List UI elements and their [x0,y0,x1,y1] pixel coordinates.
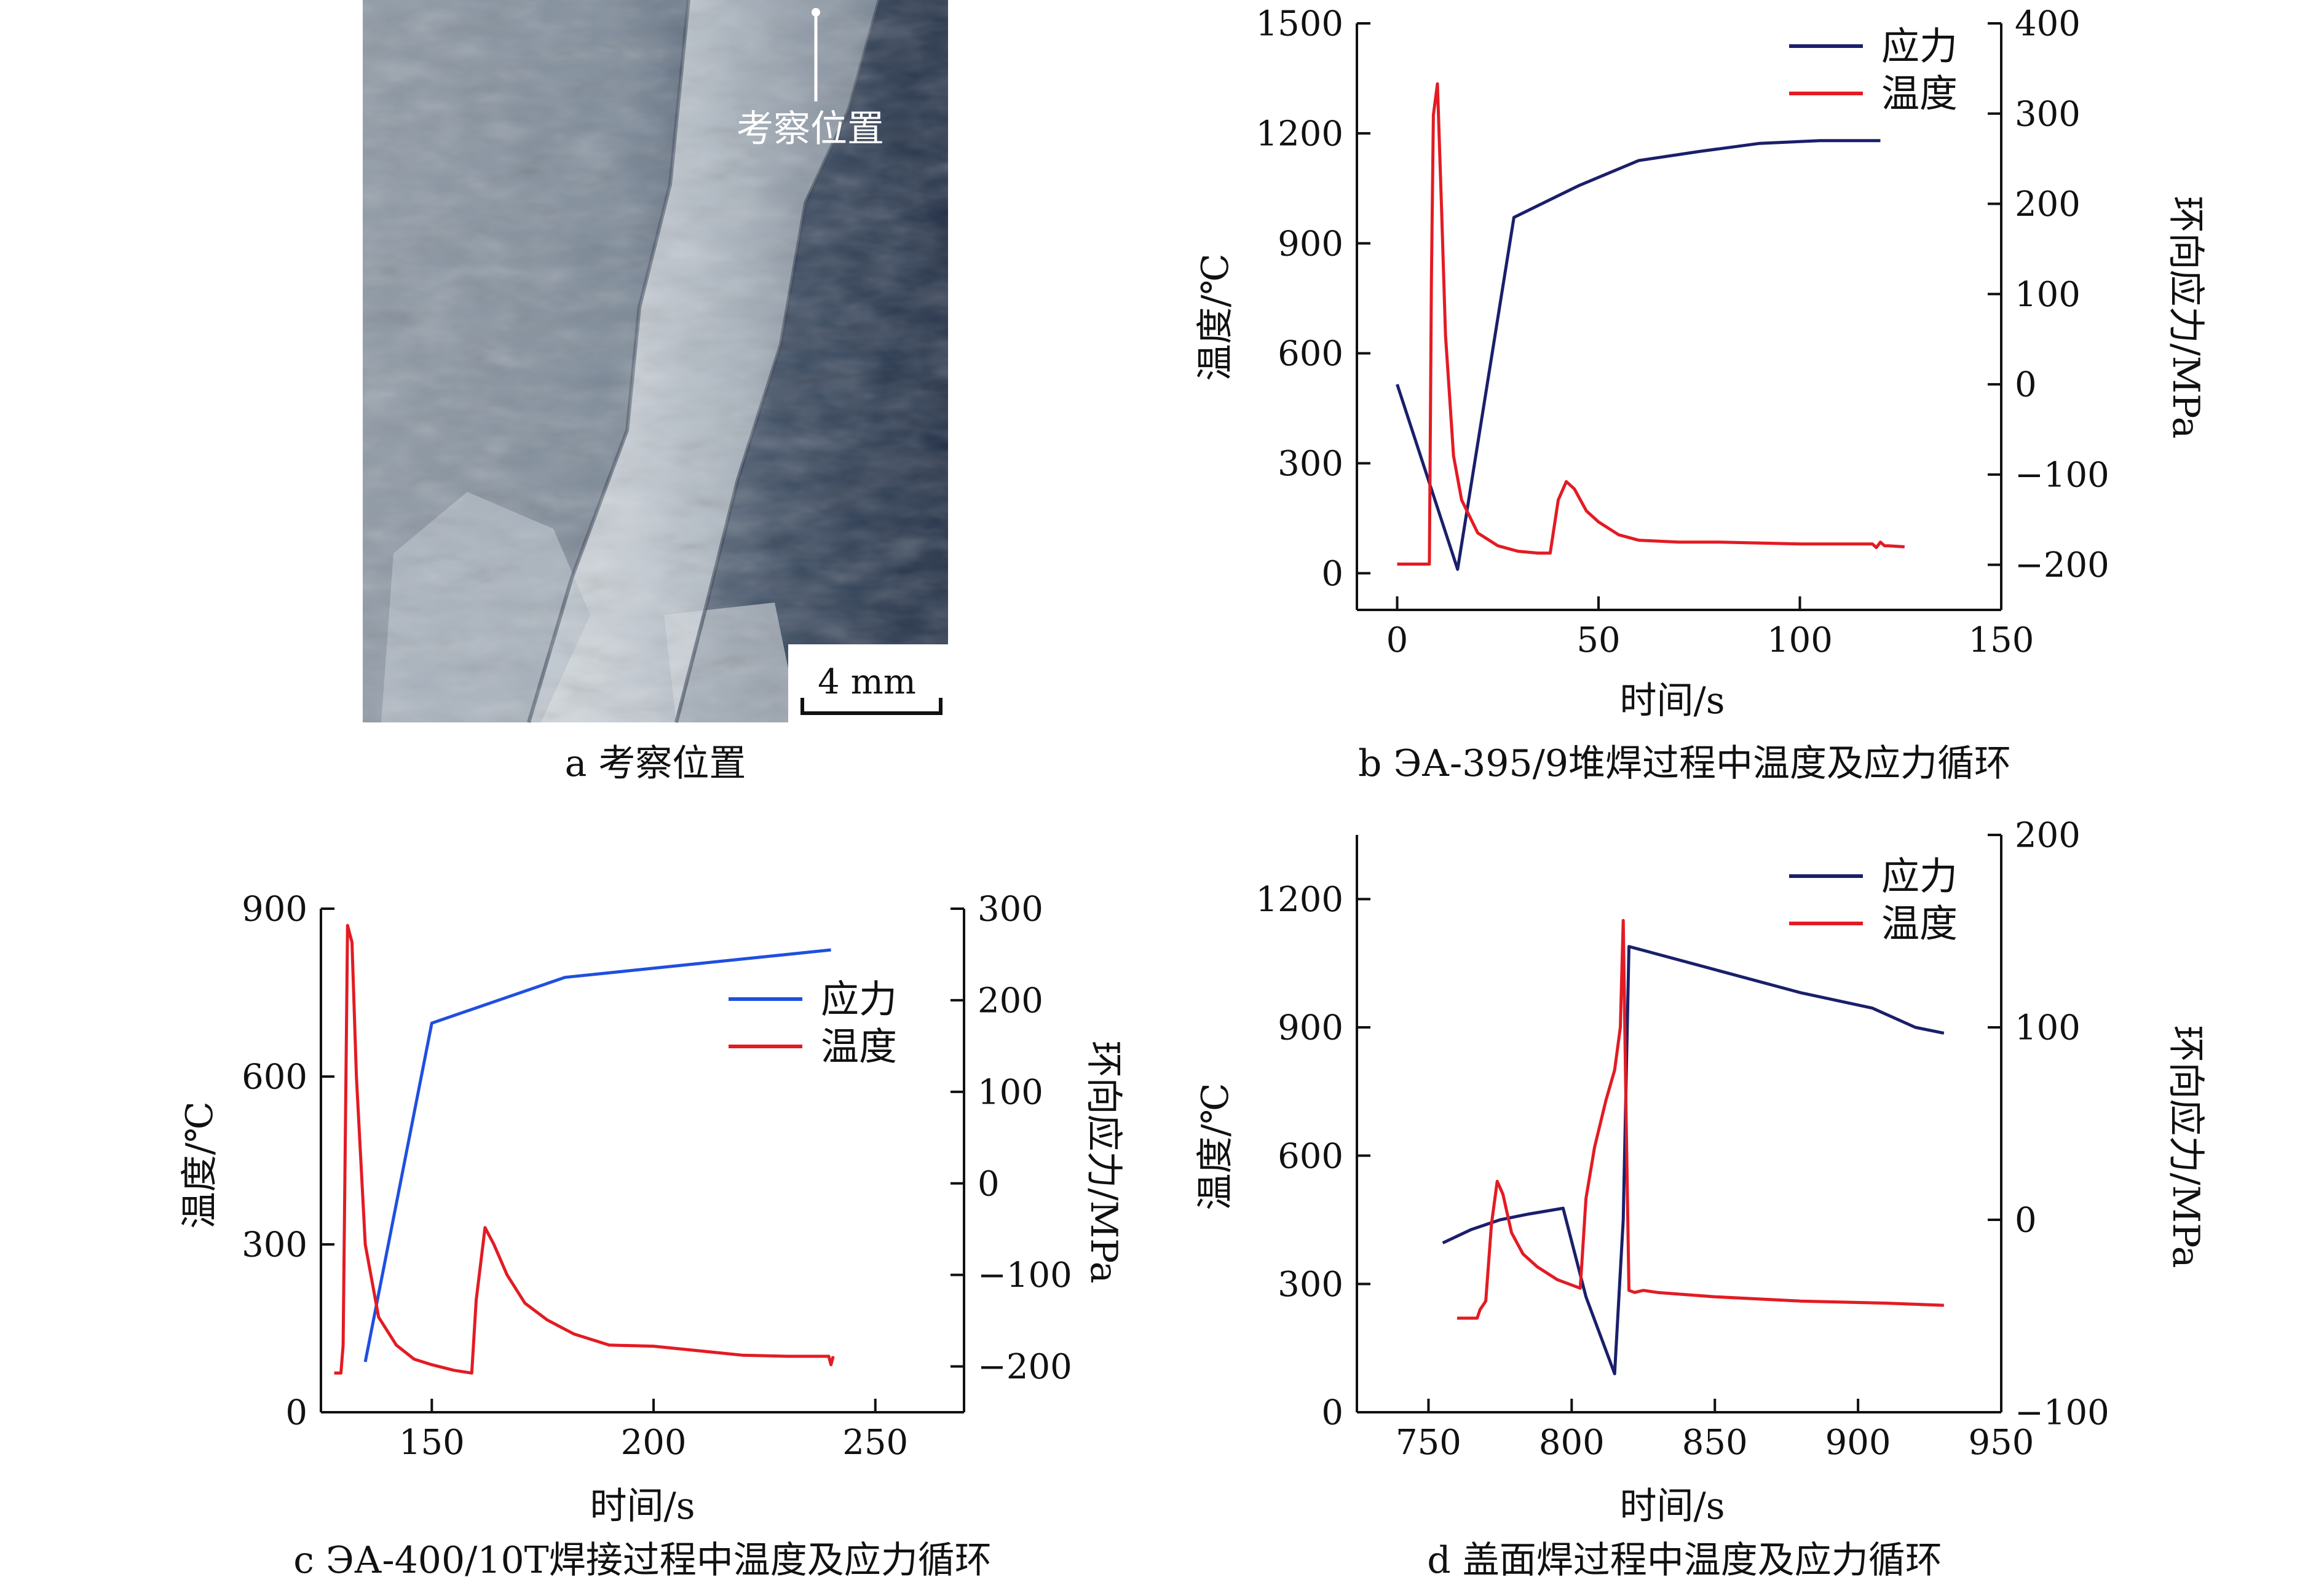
chart-b-ylabel-right: 环向应力/MPa [2164,196,2207,438]
chart-c: 150 200 250 0 300 600 900 −200 −100 0 100 200 300 应力… [178,890,1125,1582]
chart-c-y-right-tick-label: −100 [978,1255,1072,1295]
chart-b-x-tick-label: 50 [1576,620,1620,660]
chart-b-y-left-tick-label: 600 [1278,334,1343,374]
chart-c-y-left-tick-label: 0 [285,1393,307,1433]
chart-b-y-left-tick-label: 900 [1278,224,1343,264]
chart-c-y-right-tick-label: 200 [978,981,1043,1021]
chart-d: 750 800 850 900 950 0 300 600 900 1200 −100 0 100 200… [1194,816,2207,1582]
chart-d-y-left-tick-label: 900 [1278,1008,1343,1048]
chart-b-series-stress-line [1396,139,1881,571]
chart-d-y-left-tick-label: 600 [1278,1136,1343,1176]
chart-b-xlabel: 时间/s [1619,679,1725,722]
chart-d-x-tick-label: 850 [1682,1423,1748,1463]
scale-bar [800,698,943,715]
chart-b-x-tick-label: 100 [1767,620,1833,660]
chart-d-y-left-tick-label: 1200 [1255,880,1343,920]
chart-c-x-tick-label: 200 [621,1423,687,1463]
chart-d-x-tick-label: 950 [1969,1423,2034,1463]
chart-d-ylabel-right: 环向应力/MPa [2164,1025,2207,1268]
location-label: 考察位置 [737,108,884,151]
chart-b-y-right-tick-label: 300 [2015,94,2081,134]
chart-d-ylabel-left: 温度/℃ [1194,1083,1237,1210]
chart-c-x-tick-label: 150 [399,1423,465,1463]
chart-b-legend-label: 温度 [1881,71,1958,116]
chart-d-caption: d 盖面焊过程中温度及应力循环 [1427,1539,1942,1582]
chart-d-legend-label: 温度 [1881,901,1958,946]
chart-d-y-left-tick-label: 0 [1321,1393,1343,1433]
chart-c-x-tick-label: 250 [842,1423,908,1463]
chart-d-x-tick-label: 900 [1825,1423,1891,1463]
chart-b-y-left-tick-label: 1500 [1255,4,1343,44]
chart-d-series-stress-line [1442,945,1945,1375]
chart-d-x-tick-label: 800 [1539,1423,1605,1463]
chart-c-y-right-tick-label: 300 [978,890,1043,930]
chart-c-series-stress-line [363,948,831,1362]
chart-b-y-right-tick-label: 400 [2015,4,2081,44]
chart-c-axes: 150 200 250 0 300 600 900 −200 −100 0 100 200 300 [242,890,1072,1463]
chart-b-series-temperature-line [1397,82,1905,566]
chart-c-marks [334,923,835,1375]
chart-d-xlabel: 时间/s [1619,1485,1725,1528]
chart-d-y-right-tick-label: 200 [2015,816,2081,856]
chart-d-axes: 750 800 850 900 950 0 300 600 900 1200 −100 0 100 200 [1255,816,2109,1463]
chart-c-ylabel-left: 温度/℃ [178,1101,221,1228]
chart-d-y-left-tick-label: 300 [1278,1265,1343,1305]
chart-b: 0 50 100 150030060090012001500−200−10001002… [1194,4,2207,785]
chart-c-y-right-tick-label: 100 [978,1072,1043,1112]
chart-c-caption: c ЭА-400/10T焊接过程中温度及应力循环 [293,1539,991,1582]
chart-c-ylabel-right: 环向应力/MPa [1082,1040,1125,1283]
chart-b-y-left-tick-label: 300 [1278,444,1343,484]
chart-b-y-left-tick-label: 1200 [1255,114,1343,154]
chart-b-y-right-tick-label: 0 [2015,365,2037,405]
chart-b-y-right-tick-label: 200 [2015,184,2081,224]
chart-c-y-left-tick-label: 900 [242,890,307,930]
chart-c-legend-label: 应力 [821,976,897,1021]
chart-c-y-left-tick-label: 600 [242,1057,307,1097]
chart-b-ylabel-left: 温度/℃ [1194,253,1237,381]
chart-b-legend-label: 应力 [1881,23,1958,68]
chart-c-y-right-tick-label: −200 [978,1347,1072,1387]
chart-b-y-left-tick-label: 0 [1321,554,1343,594]
chart-b-x-tick-label: 150 [1969,620,2034,660]
chart-b-caption: b ЭА-395/9堆焊过程中温度及应力循环 [1358,742,2011,785]
chart-d-y-right-tick-label: 100 [2015,1008,2081,1048]
chart-b-x-tick-label: 0 [1386,620,1409,660]
chart-d-legend-label: 应力 [1881,853,1958,898]
chart-b-y-right-tick-label: −200 [2015,545,2109,585]
scale-bar-label: 4 mm [818,662,916,702]
chart-b-y-right-tick-label: 100 [2015,275,2081,315]
chart-c-legend-label: 温度 [821,1024,897,1069]
chart-d-x-tick-label: 750 [1396,1423,1461,1463]
chart-b-marks [1396,82,1905,571]
panel-a: 考察位置 4 mm a 考察位置 [363,0,948,785]
chart-d-marks [1442,919,1945,1375]
chart-b-axes: 0 50 100 150030060090012001500−200−10001002… [1255,4,2109,660]
chart-c-y-right-tick-label: 0 [978,1164,1000,1204]
micrograph-image [363,0,948,723]
chart-c-series-temperature-line [334,923,835,1375]
chart-c-y-left-tick-label: 300 [242,1225,307,1265]
chart-d-y-right-tick-label: 0 [2015,1201,2037,1241]
chart-d-y-right-tick-label: −100 [2015,1393,2109,1433]
panel-a-caption: a 考察位置 [565,742,746,785]
chart-b-y-right-tick-label: −100 [2015,455,2109,495]
chart-c-xlabel: 时间/s [590,1485,695,1528]
chart-d-series-temperature-line [1457,919,1944,1320]
